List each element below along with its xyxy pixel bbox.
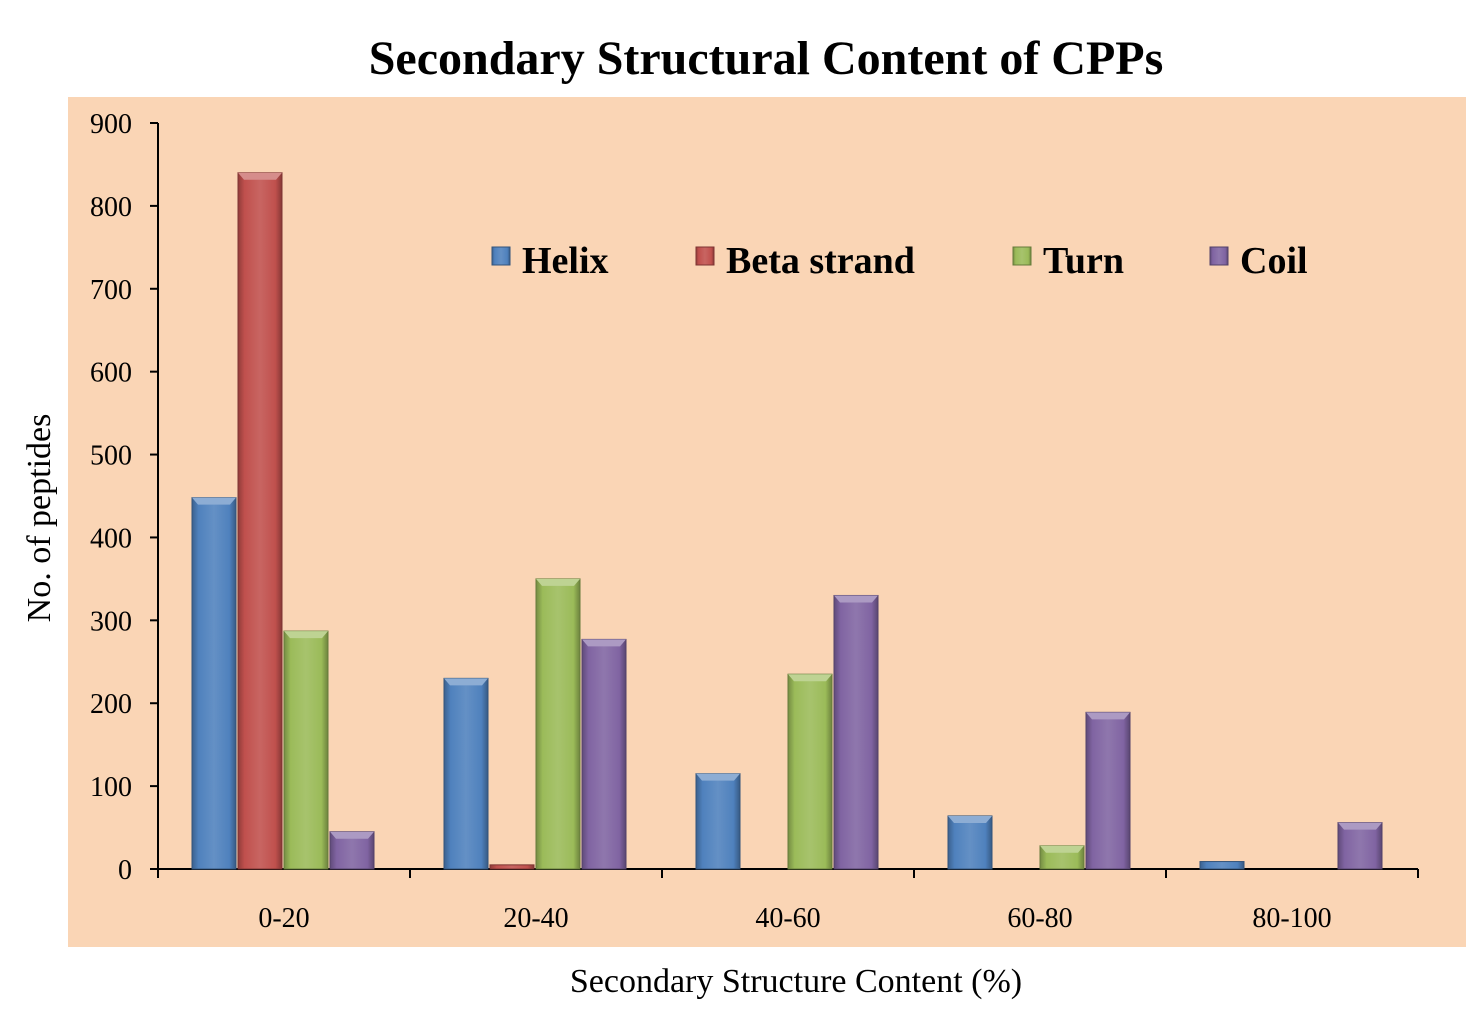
axes: 0 100 200 300 400 500 600 700 800 900 0-20 20-40 40-… <box>90 109 1419 934</box>
y-tick-label: 900 <box>90 109 132 140</box>
bar-helix <box>443 677 489 870</box>
bar-coil <box>581 638 627 870</box>
bar-coil <box>1085 711 1131 870</box>
bars <box>191 172 1383 870</box>
y-tick-label: 400 <box>90 523 132 554</box>
bar-helix <box>695 773 741 870</box>
x-tick-label: 40-60 <box>755 903 820 934</box>
legend-item: Beta strand <box>695 240 915 282</box>
bar-helix <box>947 815 993 870</box>
bar-coil <box>1337 822 1383 870</box>
chart-title: Secondary Structural Content of CPPs <box>369 32 1164 85</box>
bar-beta-strand <box>489 864 535 870</box>
y-tick-label: 100 <box>90 772 132 803</box>
bar-turn <box>283 630 329 870</box>
bar-turn <box>535 578 581 870</box>
y-axis-label: No. of peptides <box>21 414 58 623</box>
x-tick-label: 20-40 <box>503 903 568 934</box>
y-tick-label: 0 <box>118 855 132 886</box>
y-tick-label: 700 <box>90 275 132 306</box>
bar-turn <box>787 673 833 870</box>
x-tick-label: 0-20 <box>258 903 309 934</box>
legend-swatch <box>491 246 511 266</box>
legend: Helix Beta strand Turn Coil <box>491 240 1308 282</box>
legend-label: Beta strand <box>726 240 915 282</box>
legend-swatch <box>1209 246 1229 266</box>
bar-beta-strand <box>237 172 283 870</box>
y-tick-label: 800 <box>90 192 132 223</box>
legend-item: Helix <box>491 240 609 282</box>
legend-label: Turn <box>1043 240 1124 282</box>
legend-swatch <box>695 246 715 266</box>
legend-item: Coil <box>1209 240 1308 282</box>
bar-helix <box>191 497 237 870</box>
legend-item: Turn <box>1012 240 1124 282</box>
x-tick-label: 80-100 <box>1252 903 1331 934</box>
x-tick-label: 60-80 <box>1007 903 1072 934</box>
legend-swatch <box>1012 246 1032 266</box>
legend-label: Coil <box>1240 240 1308 282</box>
x-axis-label: Secondary Structure Content (%) <box>570 963 1022 1000</box>
y-tick-label: 600 <box>90 358 132 389</box>
y-tick-label: 500 <box>90 441 132 472</box>
bar-turn <box>1039 845 1085 870</box>
bar-helix <box>1199 861 1245 870</box>
bar-coil <box>329 831 375 870</box>
y-tick-label: 200 <box>90 689 132 720</box>
legend-label: Helix <box>522 240 609 282</box>
bar-coil <box>833 594 879 870</box>
y-tick-label: 300 <box>90 606 132 637</box>
